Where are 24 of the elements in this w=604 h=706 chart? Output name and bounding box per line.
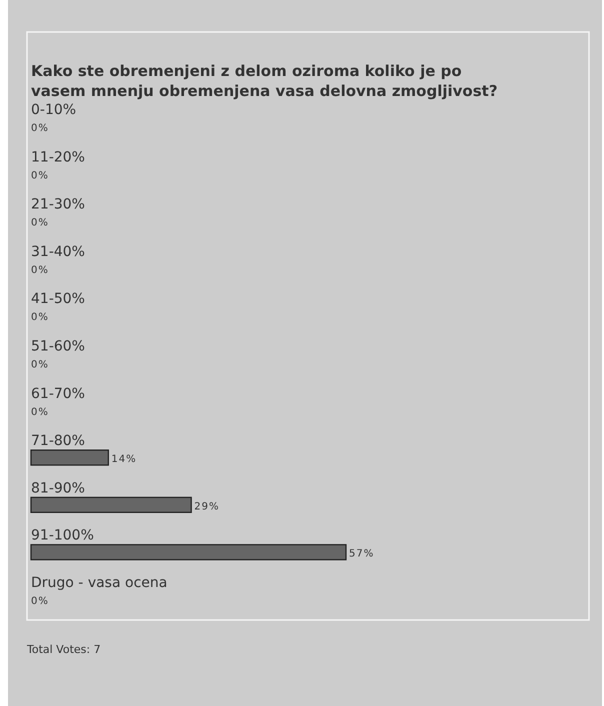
data-label: 0%: [31, 264, 49, 276]
y-tick-label: 0-10%: [31, 102, 76, 118]
y-tick-label: 81-90%: [31, 480, 85, 496]
data-label: 0%: [31, 218, 49, 229]
y-tick-label: 91-100%: [31, 528, 94, 544]
data-label: 0%: [31, 406, 49, 418]
text: Total Votes: 7: [26, 643, 101, 656]
y-tick-label: Drugo - vasa ocena: [31, 575, 168, 591]
y-tick-label: 51-60%: [31, 338, 85, 354]
y-tick-label: 31-40%: [31, 244, 85, 260]
data-label: 0%: [31, 170, 49, 182]
data-label: 0%: [31, 596, 49, 607]
data-label: 0%: [31, 123, 49, 134]
y-tick-label: 61-70%: [31, 386, 85, 402]
data-label: 29%: [194, 501, 220, 512]
y-tick-label: 11-20%: [31, 149, 85, 166]
y-tick-label: 71-80%: [31, 433, 85, 450]
data-label: 0%: [31, 360, 49, 370]
data-label: 0%: [31, 312, 49, 324]
data-label: 57%: [349, 548, 374, 560]
data-label: 14%: [111, 454, 137, 466]
y-tick-label: 21-30%: [31, 196, 85, 213]
chart-title: Kako ste obremenjeni z delom oziroma koliko je po vasem mnenju obremenjena vasa delovna zmogljivost?: [31, 62, 498, 100]
y-tick-label: 41-50%: [31, 291, 85, 308]
